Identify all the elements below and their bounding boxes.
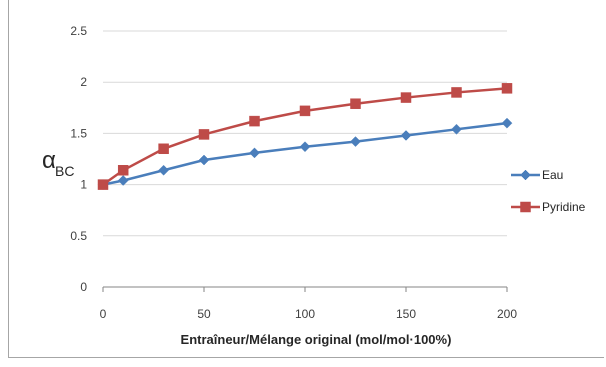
y-axis-title-main: α [42,147,56,174]
x-tick-label: 200 [497,307,517,321]
series-line-eau [102,121,508,186]
data-point-eau [350,136,361,147]
y-axis-title-subscript: BC [55,163,74,179]
data-point-pyridine [350,98,361,109]
data-point-pyridine [451,87,462,98]
y-axis-title: α BC [42,147,74,179]
data-point-eau [158,164,169,176]
data-point-pyridine [400,92,412,103]
y-tick-label: 2.5 [70,24,87,38]
axes [102,286,508,292]
legend: Eau Pyridine [511,168,586,214]
y-tick-label: 0 [80,280,87,294]
series-layer [97,83,513,190]
data-point-eau [249,147,260,159]
grid-lines [103,30,507,237]
data-point-eau [299,141,311,153]
data-point-pyridine [249,115,260,127]
data-point-pyridine [117,165,129,176]
data-point-pyridine [198,129,210,140]
y-tick-label: 1 [80,178,87,192]
tick-labels: 0 0.5 1 1.5 2 2.5 0 50 100 150 200 [70,24,517,321]
data-point-pyridine [299,105,311,117]
y-tick-label: 0.5 [70,229,87,243]
y-tick-label: 1.5 [70,126,87,140]
x-tick-label: 50 [197,307,211,321]
data-point-eau [451,123,462,135]
y-tick-label: 2 [80,75,87,89]
data-point-eau [501,117,513,129]
legend-marker-pyridine [520,201,531,213]
legend-label-pyridine: Pyridine [542,200,586,214]
data-point-eau [198,154,210,166]
x-tick-label: 0 [100,307,107,321]
data-point-pyridine [501,83,513,94]
x-tick-label: 150 [396,307,416,321]
legend-marker-eau [520,169,531,181]
chart-frame [8,0,604,358]
legend-label-eau: Eau [542,168,563,182]
x-axis-title: Entraîneur/Mélange original (mol/mol·100… [181,332,452,347]
data-point-eau [117,175,129,186]
data-point-pyridine [97,179,109,190]
x-tick-label: 100 [295,307,315,321]
data-point-eau [400,130,412,141]
series-line-pyridine [102,87,508,186]
data-point-pyridine [158,143,169,155]
